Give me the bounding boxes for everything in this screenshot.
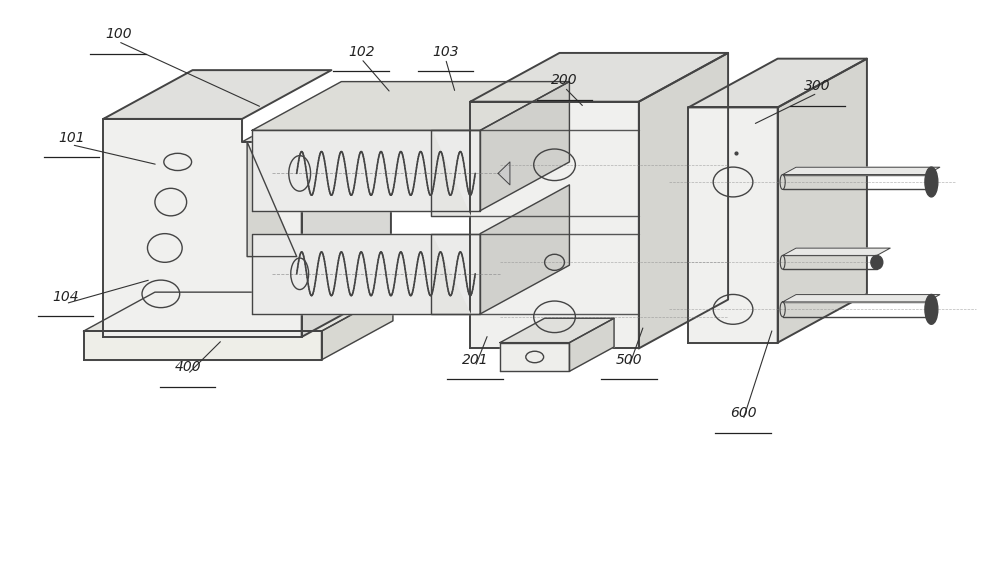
Polygon shape	[322, 292, 393, 360]
Polygon shape	[778, 59, 867, 343]
Text: 600: 600	[730, 406, 756, 420]
Polygon shape	[84, 292, 393, 331]
Polygon shape	[431, 130, 470, 217]
Text: 400: 400	[174, 360, 201, 374]
Polygon shape	[302, 93, 391, 337]
Ellipse shape	[925, 294, 938, 324]
Text: 101: 101	[58, 131, 85, 145]
Polygon shape	[242, 93, 391, 142]
Text: 104: 104	[52, 290, 79, 304]
Polygon shape	[470, 53, 728, 102]
Polygon shape	[688, 59, 867, 108]
Polygon shape	[103, 119, 302, 337]
Text: 102: 102	[348, 45, 374, 59]
Polygon shape	[252, 130, 480, 211]
Polygon shape	[247, 142, 297, 257]
Polygon shape	[84, 331, 322, 360]
Ellipse shape	[925, 167, 938, 197]
Polygon shape	[500, 318, 614, 343]
Polygon shape	[431, 233, 470, 314]
Text: 201: 201	[462, 353, 489, 367]
Polygon shape	[498, 162, 510, 185]
Polygon shape	[252, 81, 569, 130]
Polygon shape	[252, 233, 480, 314]
Polygon shape	[103, 70, 331, 119]
Polygon shape	[470, 102, 639, 349]
Polygon shape	[783, 248, 890, 255]
Polygon shape	[783, 294, 940, 302]
Polygon shape	[639, 53, 728, 349]
Polygon shape	[480, 81, 569, 211]
Text: 103: 103	[432, 45, 459, 59]
Text: 100: 100	[105, 27, 132, 41]
Polygon shape	[480, 185, 569, 314]
Polygon shape	[783, 167, 940, 175]
Ellipse shape	[871, 255, 883, 269]
Text: 200: 200	[551, 73, 578, 87]
Polygon shape	[500, 343, 569, 371]
Text: 300: 300	[804, 79, 831, 93]
Polygon shape	[569, 318, 614, 371]
Polygon shape	[688, 108, 778, 343]
Text: 500: 500	[616, 353, 642, 367]
